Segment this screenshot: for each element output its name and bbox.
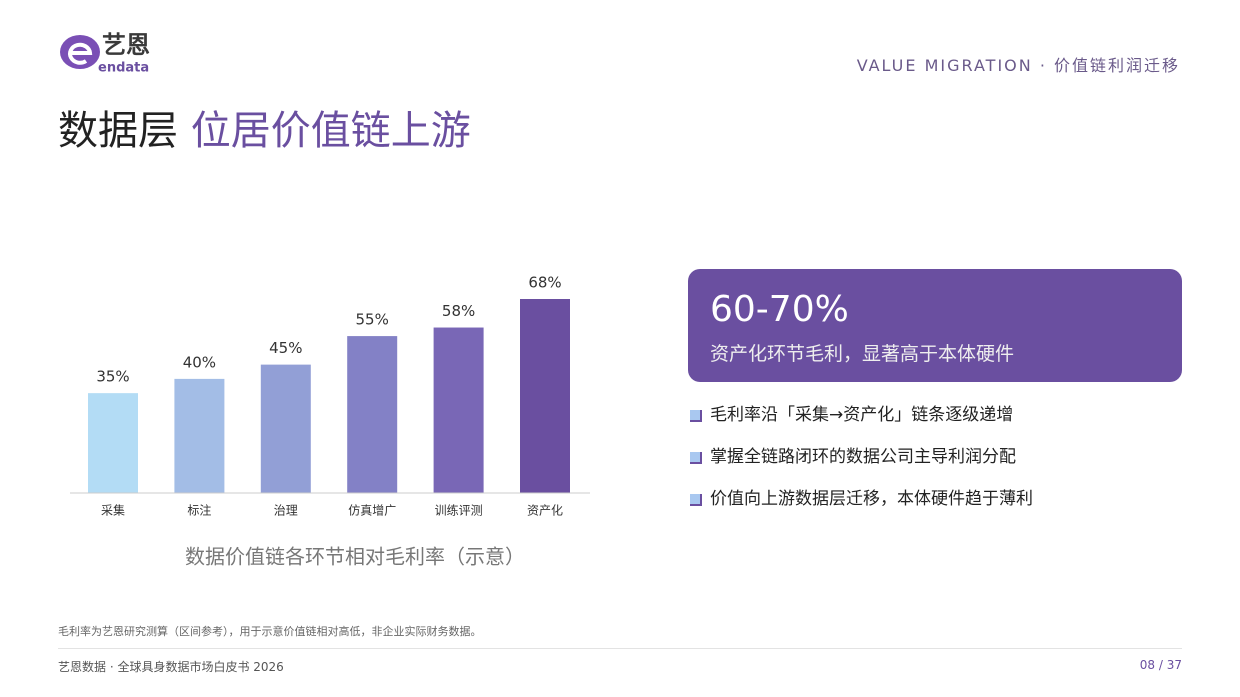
value-label: 68%: [528, 274, 561, 292]
x-tick-label: 资产化: [527, 504, 563, 518]
logo-en: endata: [98, 61, 149, 76]
callout: 60-70% 资产化环节毛利，显著高于本体硬件: [688, 269, 1182, 382]
footer-left: 艺恩数据 · 全球具身数据市场白皮书 2026: [58, 660, 284, 674]
title-part: 数据层: [58, 108, 178, 154]
bullet-icon: [690, 451, 702, 464]
value-label: 40%: [183, 353, 216, 371]
logo-e: [68, 42, 93, 65]
bullet: 价值向上游数据层迁移，本体硬件趋于薄利: [690, 484, 1033, 509]
chart: 35% 采集 40% 标注 45% 治理 55% 仿真增广 58% 训练评测 68% 资产化数据价值链…: [70, 274, 590, 569]
bar: [88, 393, 138, 493]
x-tick-label: 采集: [101, 503, 125, 518]
value-label: 58%: [442, 302, 475, 320]
x-tick-label: 训练评测: [435, 503, 483, 518]
bar: [520, 299, 570, 493]
title: 数据层 位居价值链上游: [58, 98, 471, 156]
bar: [174, 378, 225, 493]
bullet: 掌握全链路闭环的数据公司主导利润分配: [690, 442, 1016, 467]
bar: [347, 336, 398, 493]
bullet-text: 毛利率沿「采集→资产化」链条逐级递增: [710, 405, 1014, 425]
bullet-icon: [690, 493, 702, 506]
x-tick-label: 治理: [274, 504, 298, 518]
logo-cn: 艺恩: [102, 31, 150, 59]
bar: [433, 327, 484, 493]
x-tick-label: 仿真增广: [348, 504, 396, 518]
value-label: 35%: [96, 368, 129, 386]
bullet-text: 价值向上游数据层迁移，本体硬件趋于薄利: [710, 489, 1033, 509]
callout-text: 资产化环节毛利，显著高于本体硬件: [710, 343, 1015, 365]
page-number: 08 / 37: [1139, 658, 1182, 672]
x-tick-label: 标注: [187, 503, 211, 518]
bullet: 毛利率沿「采集→资产化」链条逐级递增: [690, 400, 1013, 425]
bar: [260, 364, 311, 493]
value-label: 45%: [269, 339, 302, 357]
bullet-icon: [690, 409, 702, 422]
header-tag: VALUE MIGRATION · 价值链利润迁移: [856, 56, 1180, 75]
divider: [58, 648, 1182, 649]
bullet-text: 掌握全链路闭环的数据公司主导利润分配: [710, 447, 1016, 467]
logo: 艺恩 endata: [60, 31, 150, 76]
chart-caption: 数据价值链各环节相对毛利率（示意）: [185, 545, 525, 569]
title-part: 位居价值链上游: [190, 108, 471, 154]
footnote: 毛利率为艺恩研究测算（区间参考），用于示意价值链相对高低，非企业实际财务数据。: [58, 625, 482, 638]
value-label: 55%: [356, 311, 389, 329]
callout-headline: 60-70%: [710, 289, 849, 330]
